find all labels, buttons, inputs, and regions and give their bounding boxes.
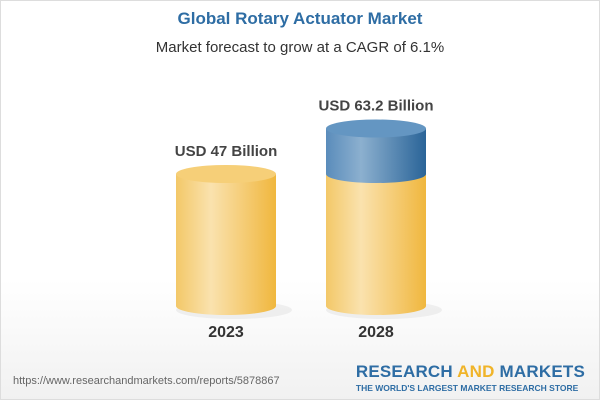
- cylinder-top: [176, 165, 276, 183]
- cylinder-top: [326, 119, 426, 138]
- chart-title: Global Rotary Actuator Market: [177, 9, 423, 28]
- cylinder-base-segment: [326, 174, 426, 315]
- chart-subtitle: Market forecast to grow at a CAGR of 6.1…: [155, 39, 445, 56]
- research-and-markets-logo: RESEARCH AND MARKETS THE WORLD'S LARGEST…: [355, 362, 585, 393]
- category-label: 2028: [358, 324, 394, 341]
- data-label: USD 63.2 Billion: [318, 98, 433, 115]
- data-label: USD 47 Billion: [175, 143, 278, 160]
- category-label: 2023: [208, 324, 244, 341]
- source-url[interactable]: https://www.researchandmarkets.com/repor…: [13, 375, 280, 387]
- cylinder-base-segment: [176, 174, 276, 315]
- cylinder-growth-segment: [326, 128, 426, 183]
